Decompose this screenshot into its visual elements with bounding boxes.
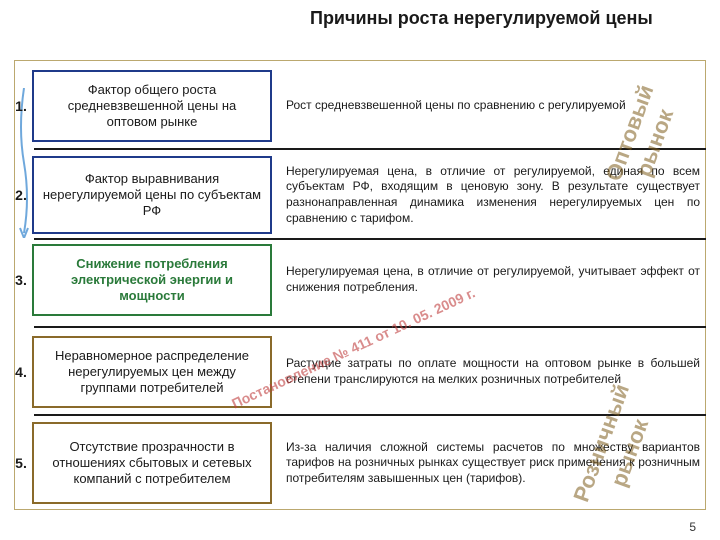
factor-box-1: Фактор общего роста средневзвешенной цен… xyxy=(32,70,272,142)
explain-4: Растущие затраты по оплате мощности на о… xyxy=(272,336,706,408)
row-2: 2. Фактор выравнивания нерегулируемой це… xyxy=(10,156,706,234)
page-number: 5 xyxy=(689,520,696,534)
row-3: 3. Снижение потребления электрической эн… xyxy=(10,244,706,316)
explain-1: Рост средневзвешенной цены по сравнению … xyxy=(272,70,706,142)
page-title: Причины роста нерегулируемой цены xyxy=(310,8,660,30)
row-number: 3. xyxy=(10,244,32,316)
row-5: 5. Отсутствие прозрачности в отношениях … xyxy=(10,422,706,504)
row-1: 1. Фактор общего роста средневзвешенной … xyxy=(10,70,706,142)
divider xyxy=(34,238,706,240)
divider xyxy=(34,414,706,416)
divider xyxy=(34,326,706,328)
explain-3: Нерегулируемая цена, в отличие от регули… xyxy=(272,244,706,316)
row-number: 1. xyxy=(10,70,32,142)
row-number: 5. xyxy=(10,422,32,504)
factor-box-5: Отсутствие прозрачности в отношениях сбы… xyxy=(32,422,272,504)
row-4: 4. Неравномерное распределение нерегулир… xyxy=(10,336,706,408)
row-number: 4. xyxy=(10,336,32,408)
row-number: 2. xyxy=(10,156,32,234)
factor-box-2: Фактор выравнивания нерегулируемой цены … xyxy=(32,156,272,234)
factor-box-4: Неравномерное распределение нерегулируем… xyxy=(32,336,272,408)
explain-2: Нерегулируемая цена, в отличие от регули… xyxy=(272,156,706,234)
divider xyxy=(34,148,706,150)
factor-box-3: Снижение потребления электрической энерг… xyxy=(32,244,272,316)
explain-5: Из-за наличия сложной системы расчетов п… xyxy=(272,422,706,504)
